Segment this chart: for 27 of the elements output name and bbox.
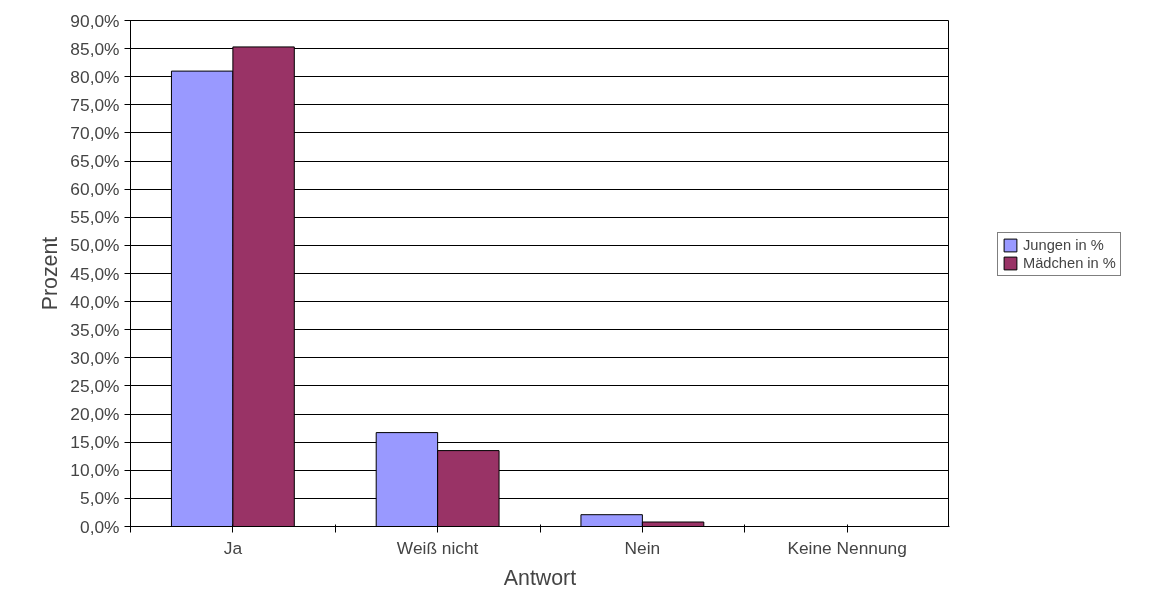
legend-label: Jungen in % [1023, 237, 1104, 253]
y-tick-label: 65,0% [70, 151, 120, 172]
y-tick-label: 90,0% [70, 10, 120, 31]
y-tick-label: 40,0% [70, 291, 120, 312]
y-tick-label: 30,0% [70, 347, 120, 368]
y-tick-label: 0,0% [80, 516, 120, 537]
y-tick-label: 10,0% [70, 460, 120, 481]
x-axis-title: Antwort [503, 565, 577, 590]
y-tick-label: 55,0% [70, 207, 120, 228]
y-tick-label: 50,0% [70, 235, 120, 256]
y-tick-label: 25,0% [70, 375, 120, 396]
y-tick-label: 70,0% [70, 122, 120, 143]
x-tick-label: Nein [624, 537, 661, 558]
x-tick-label: Ja [223, 537, 243, 558]
y-tick-label: 75,0% [70, 94, 120, 115]
y-tick-label: 45,0% [70, 263, 120, 284]
y-tick-label: 35,0% [70, 319, 120, 340]
y-tick-label: 60,0% [70, 179, 120, 200]
y-tick-label: 80,0% [70, 66, 120, 87]
y-tick-label: 85,0% [70, 38, 120, 59]
y-axis-title: Prozent [38, 236, 63, 311]
x-tick-label: Weiß nicht [396, 537, 479, 558]
legend-label: Mädchen in % [1023, 255, 1116, 271]
y-tick-label: 5,0% [80, 488, 120, 509]
x-tick-label: Keine Nennung [787, 537, 907, 558]
y-tick-label: 15,0% [70, 432, 120, 453]
y-tick-label: 20,0% [70, 404, 120, 425]
